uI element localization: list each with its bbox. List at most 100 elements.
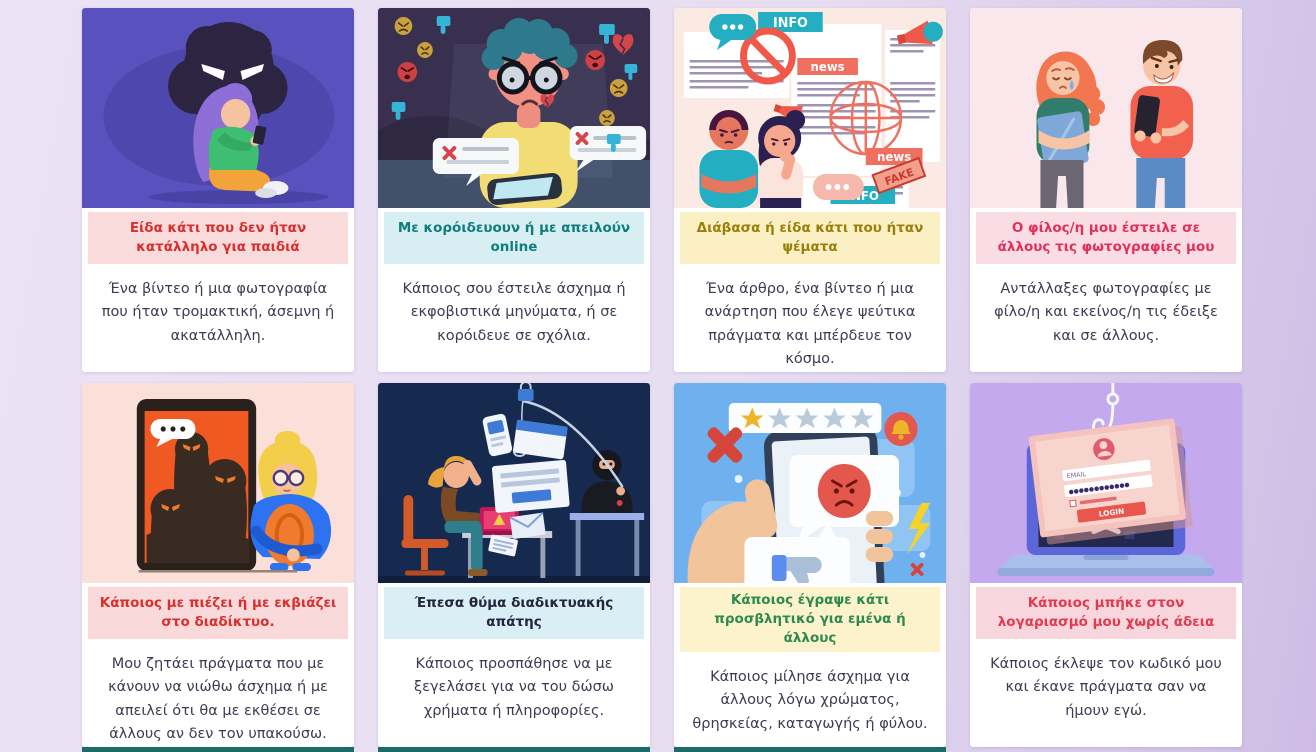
star-icon — [795, 407, 819, 429]
table — [569, 513, 645, 576]
laptop-icon — [475, 507, 523, 535]
angry-emoji-icon — [394, 17, 628, 126]
card-title-banner: Με κορόιδευουν ή με απειλούν online — [384, 212, 644, 264]
card-title-banner: Ο φίλος/η μου έστειλε σε άλλους τις φωτο… — [976, 212, 1236, 264]
card-description: Κάποιος προσπάθησε να με ξεγελάσει για ν… — [414, 656, 614, 719]
megaphone-icon — [896, 20, 943, 45]
card-fake-news[interactable]: INFO news news INFO — [674, 8, 946, 372]
card-title: Είδα κάτι που δεν ήταν κατάλληλο για παι… — [129, 220, 307, 255]
card-account-hacked[interactable]: EMAIL ●●●●●●●●●●●● LOGIN Κάποιος μπήκε σ… — [970, 383, 1242, 747]
card-title-banner: Κάποιος έγραψε κάτι προσβλητικό για εμέν… — [680, 587, 940, 652]
illustration-phishing-hacker-fishing-credentials — [378, 383, 650, 583]
gripping-fingers — [865, 511, 894, 562]
smartphone-icon — [252, 125, 267, 145]
floating-phone — [482, 413, 513, 457]
thumbs-down-icon — [391, 16, 638, 152]
card-title: Ο φίλος/η μου έστειλε σε άλλους τις φωτο… — [997, 220, 1215, 255]
card-online-scam[interactable]: Έπεσα θύμα διαδικτυακής απάτης Κάποιος π… — [378, 383, 650, 747]
illustration-hand-phone-negative-review — [674, 383, 946, 583]
skeptical-man — [699, 110, 759, 208]
padlock-icon — [517, 383, 534, 401]
tear-icon — [1069, 80, 1074, 90]
floating-card — [513, 419, 568, 460]
thumbs-down-bubble — [744, 523, 851, 583]
card-title: Έπεσα θύμα διαδικτυακής απάτης — [414, 595, 614, 630]
next-row-card-peek — [82, 747, 354, 752]
fake-stamp: FAKE — [871, 156, 927, 195]
angry-face-bubble — [789, 455, 900, 545]
svg-text:EMAIL: EMAIL — [1066, 470, 1086, 480]
card-hate-speech[interactable]: Κάποιος έγραψε κάτι προσβλητικό για εμέν… — [674, 383, 946, 747]
thumbs-down-icon — [786, 557, 822, 583]
speech-bubble-icon — [709, 14, 757, 50]
card-inappropriate-content[interactable]: Είδα κάτι που δεν ήταν κατάλληλο για παι… — [82, 8, 354, 372]
thumb — [744, 479, 778, 539]
info-banner — [758, 12, 823, 32]
news-banner — [865, 148, 923, 165]
card-photos-shared[interactable]: Ο φίλος/η μου έστειλε σε άλλους τις φωτο… — [970, 8, 1242, 372]
fishing-rod — [522, 399, 624, 488]
illustration-scared-girl-phone-shadows — [82, 383, 354, 583]
card-online-blackmail[interactable]: Κάποιος με πιέζει ή με εκβιάζει στο διαδ… — [82, 383, 354, 747]
prohibition-icon — [740, 27, 796, 85]
smirking-boy-with-phone — [1130, 40, 1194, 208]
next-row-card-peek — [674, 747, 946, 752]
illustration-fake-news-collage: INFO news news INFO — [674, 8, 946, 208]
star-icon — [823, 407, 846, 429]
card-title: Με κορόιδευουν ή με απειλούν online — [397, 220, 631, 255]
card-title-banner: Είδα κάτι που δεν ήταν κατάλληλο για παι… — [88, 212, 348, 264]
curly-hair — [481, 18, 578, 70]
envelope-icon — [509, 511, 546, 539]
card-description: Ένα βίντεο ή μια φωτογραφία που ήταν τρο… — [101, 281, 335, 344]
star-icon — [850, 407, 874, 429]
next-row-card-peek — [378, 747, 650, 752]
svg-text:news: news — [811, 60, 845, 74]
small-x-icon — [910, 563, 924, 576]
card-description: Μου ζητάει πράγματα που με κάνουν να νιώ… — [108, 656, 328, 743]
illustration-sad-girl-and-boy-with-phone — [970, 8, 1242, 208]
star-icon — [741, 407, 764, 429]
news-banner — [797, 58, 858, 75]
card-description: Αντάλλαξες φωτογραφίες με φίλο/η και εκε… — [994, 281, 1218, 344]
card-title-banner: Διάβασα ή είδα κάτι που ήταν ψέματα — [680, 212, 940, 264]
typing-bubble-icon — [150, 419, 196, 447]
round-glasses-icon — [272, 469, 305, 487]
svg-text:INFO: INFO — [773, 16, 808, 31]
card-grid: Είδα κάτι που δεν ήταν κατάλληλο για παι… — [82, 8, 1242, 747]
speech-bubble-icon — [812, 174, 864, 200]
crying-girl — [1036, 51, 1106, 208]
card-cyberbullying[interactable]: Με κορόιδευουν ή με απειλούν online Κάπο… — [378, 8, 650, 372]
svg-text:LOGIN: LOGIN — [1098, 507, 1124, 519]
illustration-boy-with-glasses-negative-reactions — [378, 8, 650, 208]
broken-heart-icon — [540, 34, 634, 109]
star-rating-bar — [728, 403, 882, 433]
card-description: Κάποιος σου έστειλε άσχημα ή εκφοβιστικά… — [402, 281, 626, 344]
evil-grin — [1153, 71, 1175, 84]
woman-at-desk — [427, 455, 488, 576]
shadow-figures — [146, 432, 249, 563]
card-title-banner: Κάποιος με πιέζει ή με εκβιάζει στο διαδ… — [88, 587, 348, 639]
red-x-icon — [707, 427, 743, 463]
card-title: Διάβασα ή είδα κάτι που ήταν ψέματα — [696, 220, 924, 255]
card-title: Κάποιος μπήκε στον λογαριασμό μου χωρίς … — [997, 595, 1215, 630]
star-icon — [768, 407, 791, 429]
globe-icon — [829, 80, 903, 156]
illustration-laptop-login-hooked: EMAIL ●●●●●●●●●●●● LOGIN — [970, 383, 1242, 583]
illustration-girl-with-phone-and-shadow-monster — [82, 8, 354, 208]
card-title: Κάποιος με πιέζει ή με εκβιάζει στο διαδ… — [99, 595, 337, 630]
password-field — [1064, 474, 1153, 498]
lightning-icon — [906, 503, 931, 555]
card-title-banner: Κάποιος μπήκε στον λογαριασμό μου χωρίς … — [976, 587, 1236, 639]
glowing-eyes — [161, 444, 236, 511]
card-description: Κάποιος μίλησε άσχημα για άλλους λόγω χρ… — [692, 668, 928, 732]
chat-bubble-blocked-icon — [432, 138, 519, 186]
glowing-phone-icon — [487, 172, 563, 206]
login-button — [1076, 501, 1147, 523]
striped-note — [488, 534, 518, 557]
bell-badge-icon — [884, 412, 918, 446]
stolen-login-card: EMAIL ●●●●●●●●●●●● LOGIN — [1028, 418, 1193, 545]
smartphone-icon — [1134, 95, 1160, 137]
card-description: Κάποιος έκλεψε τον κωδικό μου και έκανε … — [990, 656, 1222, 719]
scared-girl — [250, 431, 332, 571]
remember-checkbox — [1069, 499, 1077, 508]
